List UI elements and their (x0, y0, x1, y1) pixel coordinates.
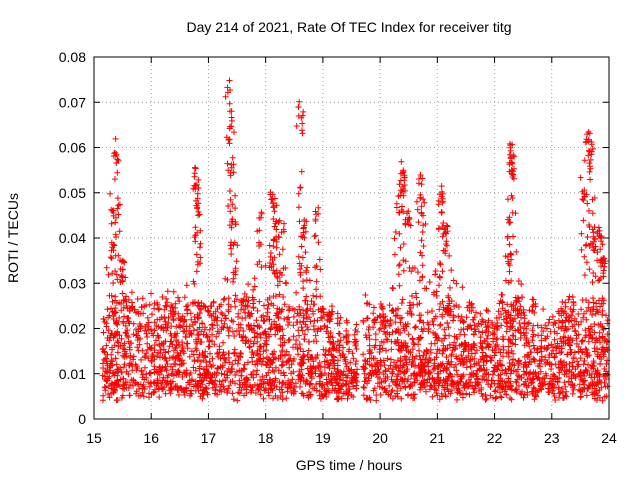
x-tick-label: 18 (258, 430, 274, 446)
x-tick-label: 24 (601, 430, 617, 446)
y-tick-label: 0.03 (59, 275, 86, 291)
x-tick-label: 17 (201, 430, 217, 446)
chart-title: Day 214 of 2021, Rate Of TEC Index for r… (186, 19, 511, 35)
x-tick-label: 23 (544, 430, 560, 446)
x-axis-label: GPS time / hours (296, 457, 403, 473)
x-tick-label: 20 (372, 430, 388, 446)
y-tick-label: 0.08 (59, 49, 86, 65)
y-tick-label: 0.02 (59, 321, 86, 337)
x-tick-label: 21 (430, 430, 446, 446)
roti-points (99, 77, 611, 404)
tick-labels: 15 16 17 18 19 20 21 22 23 24 0 0.01 0.02 0.03 0.04 0.0… (59, 49, 617, 446)
y-tick-label: 0.05 (59, 185, 86, 201)
y-tick-label: 0.04 (59, 230, 86, 246)
grid (94, 57, 609, 419)
axis-ticks (93, 56, 610, 420)
y-tick-label: 0 (78, 411, 86, 427)
scatter-points (99, 77, 611, 404)
y-axis-label: ROTI / TECUs (5, 193, 21, 283)
y-tick-label: 0.01 (59, 366, 86, 382)
y-tick-label: 0.06 (59, 140, 86, 156)
y-tick-label: 0.07 (59, 94, 86, 110)
x-tick-label: 16 (143, 430, 159, 446)
x-tick-label: 15 (86, 430, 102, 446)
x-tick-label: 19 (315, 430, 331, 446)
x-tick-label: 22 (487, 430, 503, 446)
